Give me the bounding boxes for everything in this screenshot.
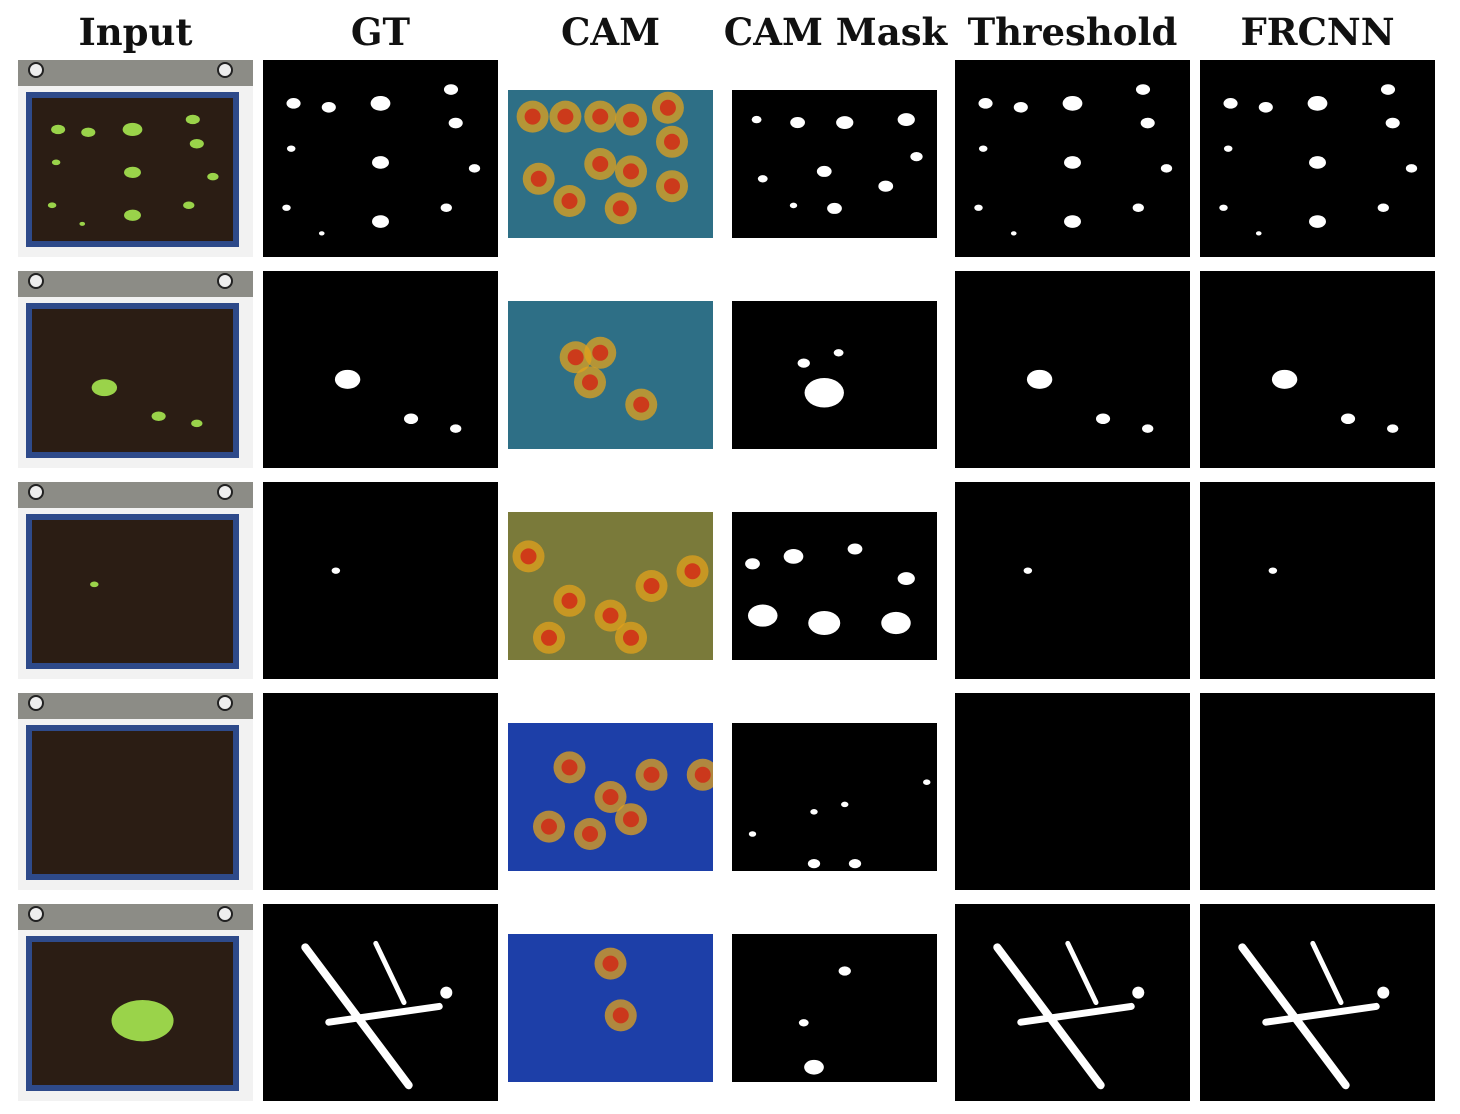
cell-cam-row-4 [508, 723, 713, 871]
cell-frcnn-row-5 [1200, 904, 1435, 1101]
cell-gt-row-4 [263, 693, 498, 890]
cell-cam_mask-row-5 [732, 934, 937, 1082]
cell-frcnn-row-2 [1200, 271, 1435, 468]
cell-frcnn-row-1 [1200, 60, 1435, 257]
cell-threshold-row-5 [955, 904, 1190, 1101]
column-header-threshold: Threshold [967, 10, 1178, 54]
cell-threshold-row-3 [955, 482, 1190, 679]
cell-cam_mask-row-1 [732, 90, 937, 238]
cell-cam-row-3 [508, 512, 713, 660]
cell-input-row-2 [18, 271, 253, 468]
cell-cam_mask-row-3 [732, 512, 937, 660]
cell-gt-row-2 [263, 271, 498, 468]
cell-cam_mask-row-4 [732, 723, 937, 871]
cell-frcnn-row-3 [1200, 482, 1435, 679]
cell-gt-row-5 [263, 904, 498, 1101]
cell-cam-row-1 [508, 90, 713, 238]
cell-cam_mask-row-2 [732, 301, 937, 449]
cell-gt-row-1 [263, 60, 498, 257]
cell-input-row-4 [18, 693, 253, 890]
column-header-cam: CAM [560, 10, 661, 54]
column-header-gt: GT [350, 10, 411, 54]
cell-threshold-row-4 [955, 693, 1190, 890]
column-header-frcnn: FRCNN [1240, 10, 1395, 54]
cell-gt-row-3 [263, 482, 498, 679]
cell-frcnn-row-4 [1200, 693, 1435, 890]
cell-threshold-row-2 [955, 271, 1190, 468]
cell-cam-row-5 [508, 934, 713, 1082]
cell-input-row-5 [18, 904, 253, 1101]
cell-threshold-row-1 [955, 60, 1190, 257]
cell-input-row-1 [18, 60, 253, 257]
column-header-cam-mask: CAM Mask [723, 10, 948, 54]
cell-input-row-3 [18, 482, 253, 679]
column-header-input: Input [78, 10, 193, 54]
cell-cam-row-2 [508, 301, 713, 449]
